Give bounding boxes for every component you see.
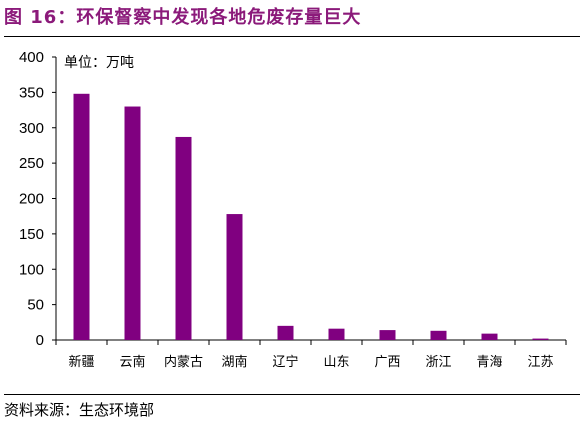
bar-广西 <box>379 330 396 340</box>
x-tick-label: 广西 <box>374 355 400 370</box>
bar-江苏 <box>532 338 549 340</box>
x-axis-ticks: 新疆 云南 内蒙古 湖南 辽宁 山东 广西 浙江 青海 江苏 <box>55 340 567 370</box>
y-axis-ticks: 0 50 100 150 200 250 300 350 400 <box>19 49 56 349</box>
source-rule <box>4 394 580 395</box>
y-tick-label: 300 <box>19 120 44 137</box>
y-tick-label: 150 <box>19 226 44 243</box>
bar-浙江 <box>430 330 447 340</box>
x-tick-label: 青海 <box>476 355 502 370</box>
y-tick-label: 50 <box>27 297 44 314</box>
x-tick-label: 新疆 <box>68 354 94 370</box>
x-tick-label: 山东 <box>323 355 349 370</box>
x-tick-label: 江苏 <box>527 354 553 370</box>
y-tick-label: 200 <box>19 191 44 208</box>
bar-新疆 <box>73 93 90 340</box>
x-tick-label: 辽宁 <box>272 354 298 370</box>
bar-云南 <box>124 106 141 341</box>
y-tick-label: 250 <box>19 155 44 172</box>
y-tick-label: 0 <box>36 332 44 349</box>
unit-label: 单位：万吨 <box>64 55 134 71</box>
x-tick-label: 浙江 <box>425 355 451 370</box>
figure-title: 图 16：环保督察中发现各地危废存量巨大 <box>4 7 362 28</box>
y-tick-label: 100 <box>19 261 44 278</box>
bar-山东 <box>328 328 345 340</box>
y-tick-label: 400 <box>19 49 44 66</box>
x-tick-label: 云南 <box>119 354 145 370</box>
title-rule <box>4 36 580 37</box>
bar-辽宁 <box>277 325 294 340</box>
bar-湖南 <box>226 214 243 340</box>
bar-series <box>73 93 549 341</box>
source-note: 资料来源：生态环境部 <box>4 401 155 419</box>
x-tick-label: 内蒙古 <box>164 354 203 370</box>
x-tick-label: 湖南 <box>221 354 247 370</box>
y-tick-label: 350 <box>19 84 44 101</box>
bar-青海 <box>481 333 498 340</box>
bar-内蒙古 <box>175 136 192 340</box>
